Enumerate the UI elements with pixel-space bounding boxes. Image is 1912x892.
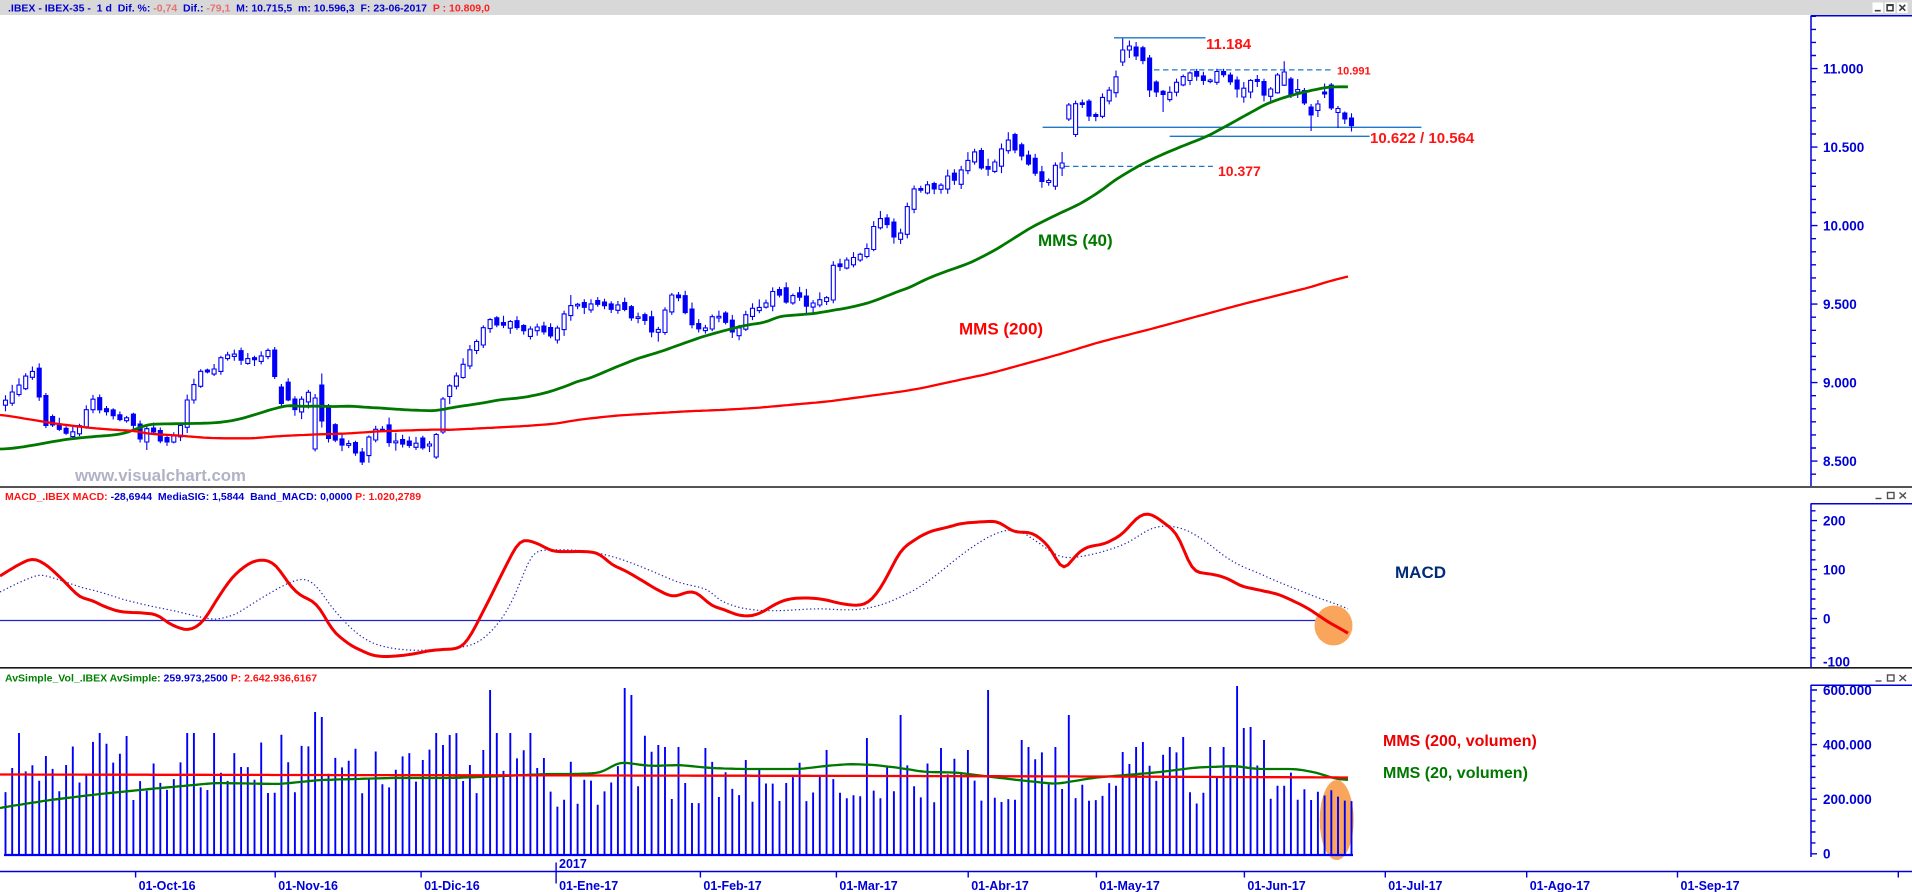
svg-text:11.000: 11.000 (1823, 61, 1864, 76)
svg-text:MACD_.IBEX MACD: -28,6944 Med: MACD_.IBEX MACD: -28,6944 MediaSIG: 1,58… (5, 491, 421, 503)
svg-text:01-Feb-17: 01-Feb-17 (703, 879, 761, 892)
svg-text:0: 0 (1823, 611, 1831, 626)
svg-text:400.000: 400.000 (1823, 737, 1872, 752)
svg-text:01-Nov-16: 01-Nov-16 (278, 879, 338, 892)
svg-text:MACD: MACD (1395, 563, 1446, 582)
svg-text:01-Jul-17: 01-Jul-17 (1388, 879, 1442, 892)
svg-text:200.000: 200.000 (1823, 792, 1872, 807)
svg-text:www.visualchart.com: www.visualchart.com (74, 466, 246, 485)
svg-text:01-Mar-17: 01-Mar-17 (839, 879, 897, 892)
svg-text:10.000: 10.000 (1823, 218, 1864, 233)
svg-text:9.000: 9.000 (1823, 375, 1857, 390)
svg-text:01-Abr-17: 01-Abr-17 (971, 879, 1029, 892)
svg-text:100: 100 (1823, 562, 1846, 577)
svg-text:01-May-17: 01-May-17 (1099, 879, 1159, 892)
svg-text:MMS (200): MMS (200) (959, 320, 1043, 339)
svg-text:01-Dic-16: 01-Dic-16 (424, 879, 480, 892)
svg-text:MMS (20, volumen): MMS (20, volumen) (1383, 765, 1528, 782)
svg-text:01-Ago-17: 01-Ago-17 (1530, 879, 1590, 892)
svg-text:200: 200 (1823, 513, 1846, 528)
svg-text:10.991: 10.991 (1337, 66, 1371, 78)
svg-text:10.622 / 10.564: 10.622 / 10.564 (1370, 130, 1475, 147)
svg-text:0: 0 (1823, 847, 1831, 862)
svg-text:9.500: 9.500 (1823, 297, 1857, 312)
svg-text:10.377: 10.377 (1218, 163, 1261, 179)
svg-text:8.500: 8.500 (1823, 454, 1857, 469)
svg-text:600.000: 600.000 (1823, 683, 1872, 698)
svg-text:MMS (40): MMS (40) (1038, 231, 1113, 250)
svg-text:-100: -100 (1823, 655, 1850, 670)
svg-text:01-Sep-17: 01-Sep-17 (1681, 879, 1740, 892)
svg-text:MMS (200, volumen): MMS (200, volumen) (1383, 733, 1537, 750)
svg-text:.IBEX - IBEX-35 - 1 d Dif. %: .IBEX - IBEX-35 - 1 d Dif. %: -0,74 Dif.… (8, 3, 490, 15)
svg-text:01-Oct-16: 01-Oct-16 (139, 879, 196, 892)
svg-text:01-Ene-17: 01-Ene-17 (559, 879, 618, 892)
svg-text:2017: 2017 (559, 857, 587, 871)
svg-text:AvSimple_Vol_.IBEX AvSimple: 2: AvSimple_Vol_.IBEX AvSimple: 259.973,250… (5, 673, 317, 685)
svg-text:01-Jun-17: 01-Jun-17 (1247, 879, 1305, 892)
svg-text:11.184: 11.184 (1206, 36, 1252, 53)
svg-text:10.500: 10.500 (1823, 140, 1864, 155)
